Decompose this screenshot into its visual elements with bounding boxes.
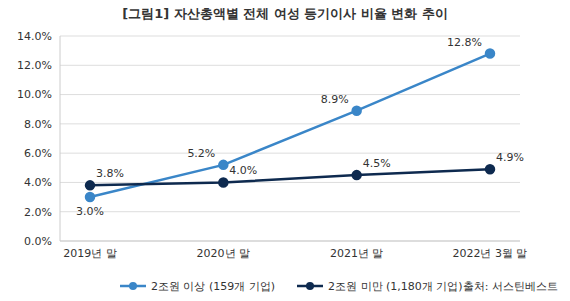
svg-text:6.0%: 6.0%	[24, 147, 52, 160]
svg-text:12.0%: 12.0%	[17, 59, 52, 72]
svg-text:2019년 말: 2019년 말	[63, 247, 117, 260]
svg-text:8.9%: 8.9%	[321, 93, 349, 106]
svg-text:2022년 3월 말: 2022년 3월 말	[453, 247, 528, 260]
svg-text:2.0%: 2.0%	[24, 206, 52, 219]
svg-text:10.0%: 10.0%	[17, 88, 52, 101]
svg-text:4.9%: 4.9%	[496, 151, 524, 164]
svg-text:4.0%: 4.0%	[229, 164, 257, 177]
svg-text:4.0%: 4.0%	[24, 176, 52, 189]
svg-text:14.0%: 14.0%	[17, 30, 52, 43]
html-text:2조원 이상 (159개 기업): 2조원 이상 (159개 기업)	[151, 279, 276, 293]
svg-text:5.2%: 5.2%	[187, 147, 215, 160]
svg-text:3.8%: 3.8%	[96, 167, 124, 180]
svg-text:2020년 말: 2020년 말	[197, 247, 251, 260]
svg-text:0.0%: 0.0%	[24, 235, 52, 248]
svg-text:3.0%: 3.0%	[76, 205, 104, 218]
html-text:2조원 미만 (1,180개 기업)출처: 서스틴베스트: 2조원 미만 (1,180개 기업)출처: 서스틴베스트	[328, 279, 558, 293]
svg-text:2021년 말: 2021년 말	[330, 247, 384, 260]
svg-text:8.0%: 8.0%	[24, 118, 52, 131]
svg-text:12.8%: 12.8%	[447, 36, 482, 49]
html-text:[그림1] 자산총액별 전체 여성 등기이사 비율 변화 추: [그림1] 자산총액별 전체 여성 등기이사 비율 변화 추이	[122, 6, 448, 21]
svg-text:4.5%: 4.5%	[363, 157, 391, 170]
